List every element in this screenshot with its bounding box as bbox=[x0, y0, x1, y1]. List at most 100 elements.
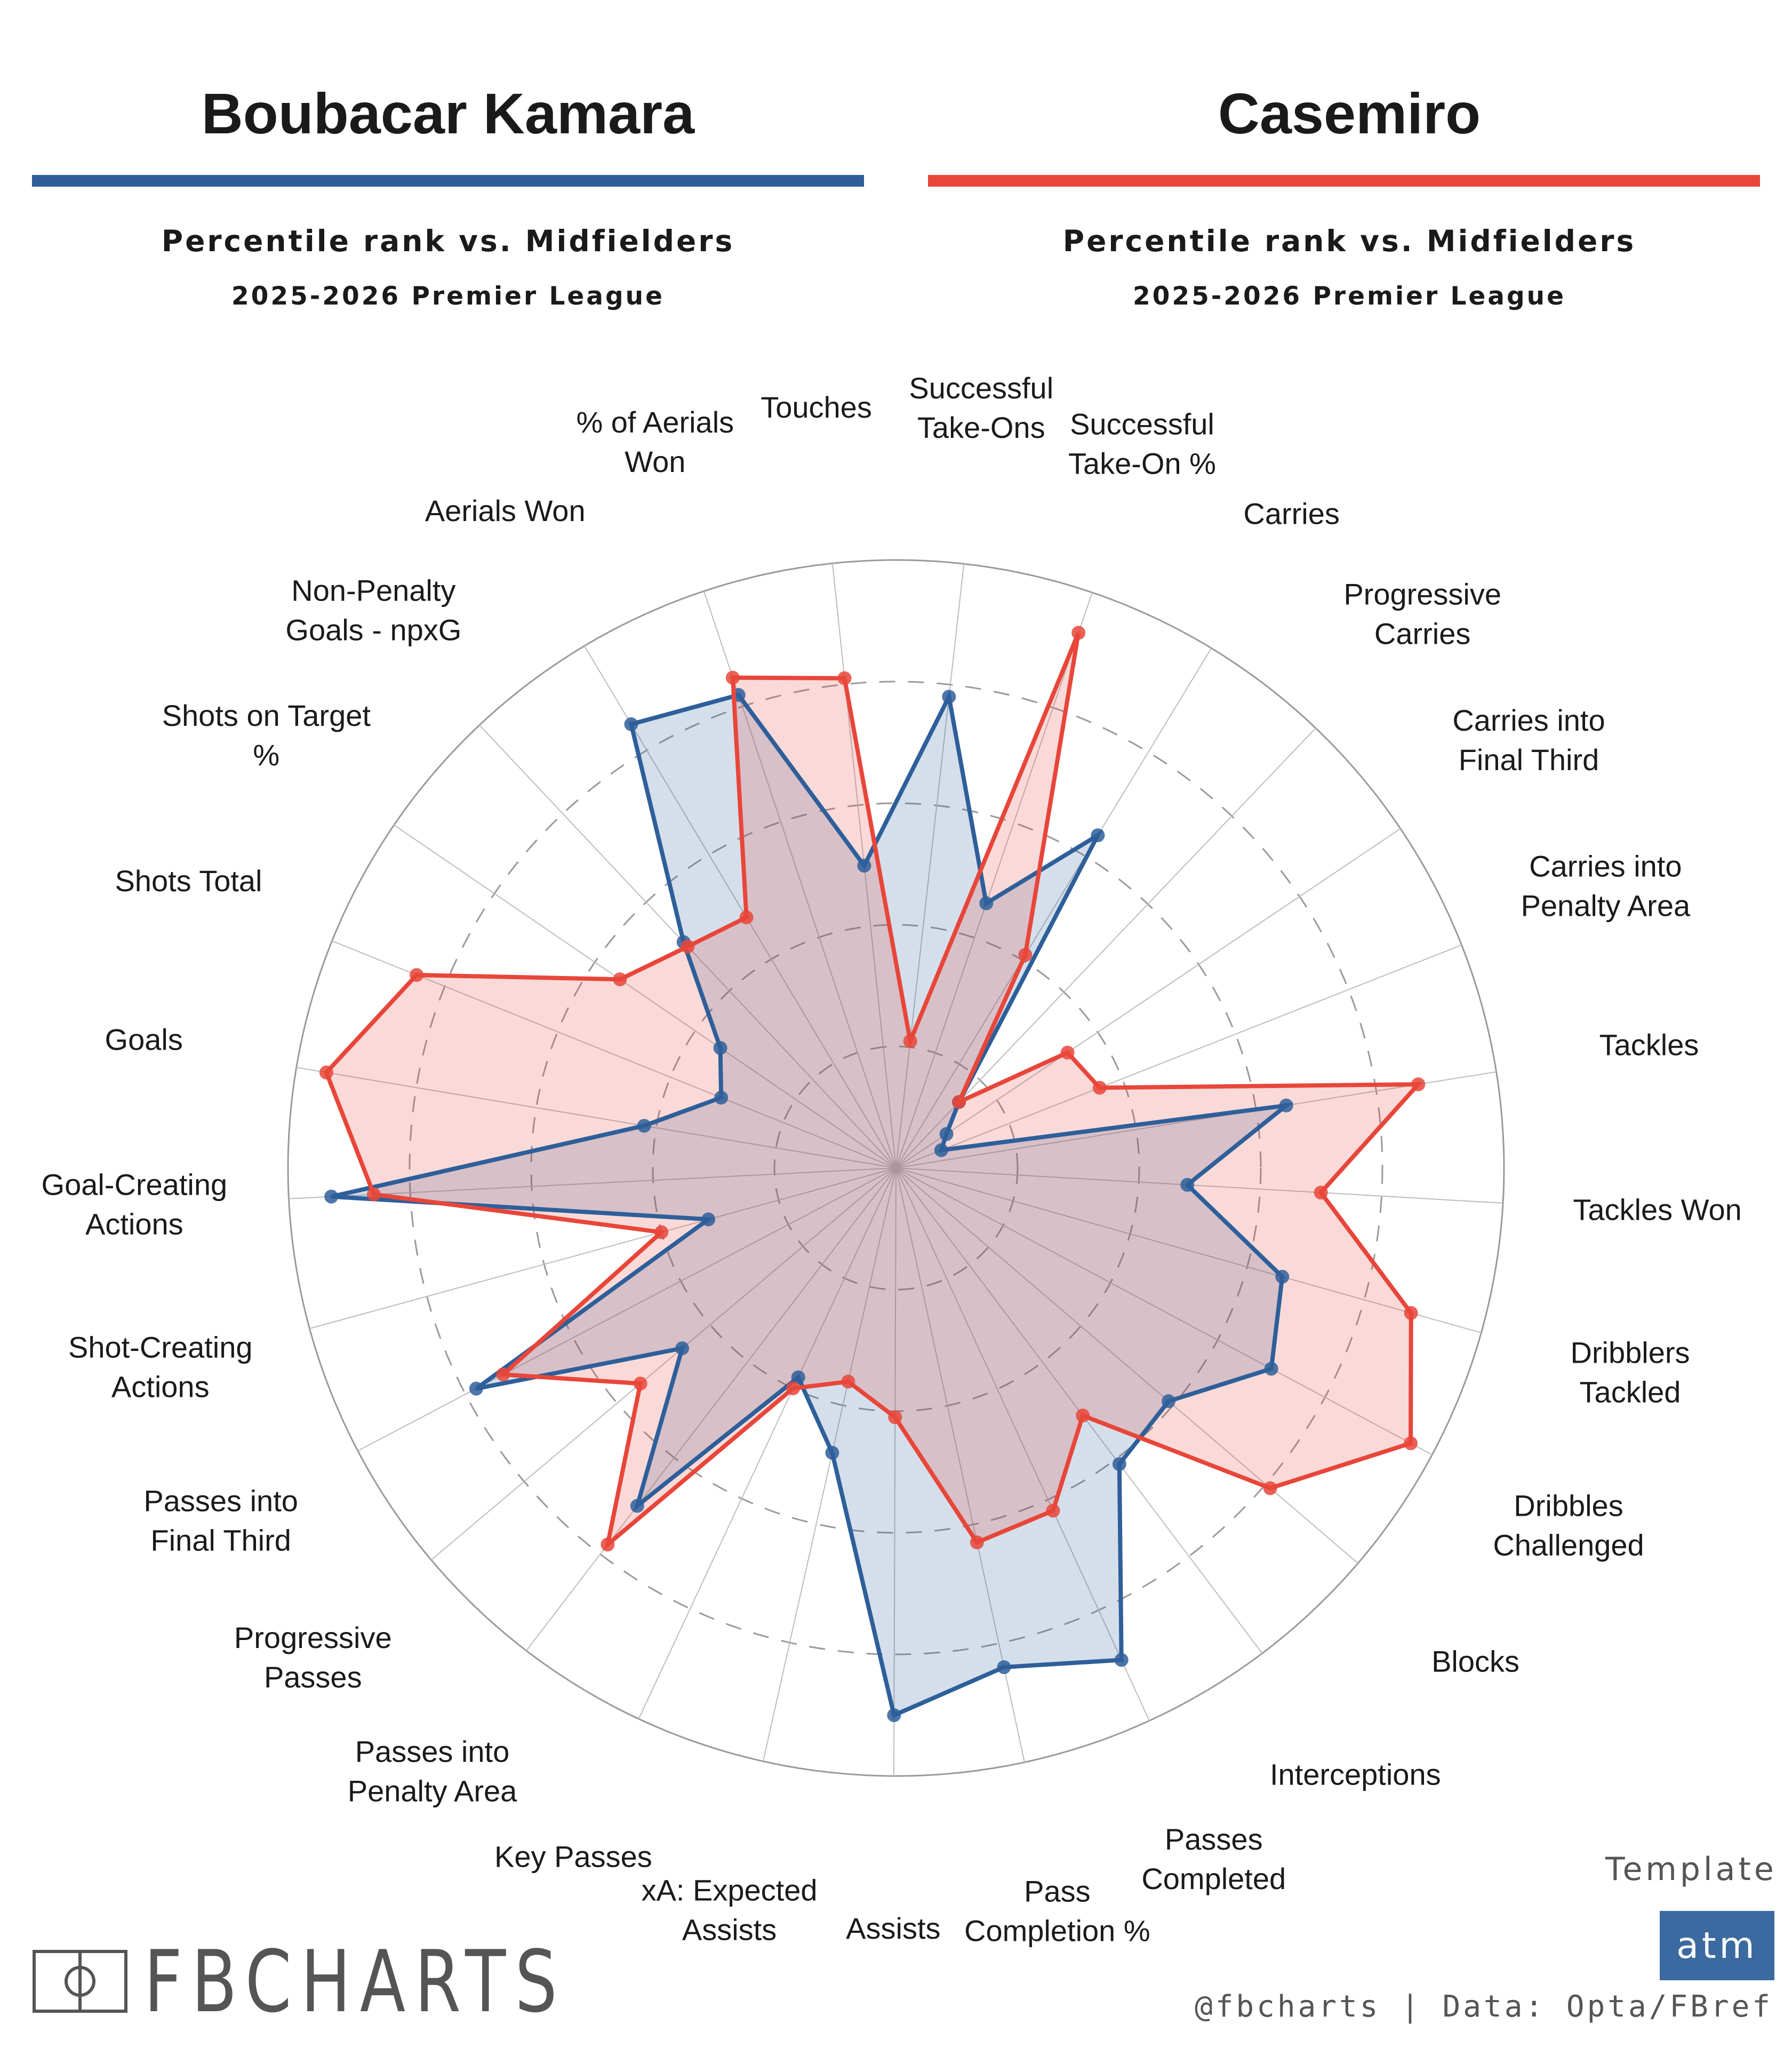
axis-label: Passes Completed bbox=[1141, 1822, 1286, 1895]
player1-subtitle: Percentile rank vs. Midfielders bbox=[161, 224, 735, 258]
template-badge: atm bbox=[1660, 1911, 1774, 1980]
axis-label: Pass Completion % bbox=[964, 1874, 1150, 1947]
data-point-1 bbox=[1279, 1098, 1293, 1113]
spoke bbox=[895, 727, 1316, 1169]
data-point-2 bbox=[1314, 1186, 1328, 1200]
player2-name: Casemiro bbox=[1218, 81, 1481, 146]
grid-ring-60 bbox=[530, 802, 1262, 1534]
spoke bbox=[895, 944, 1462, 1169]
data-point-2 bbox=[1071, 626, 1086, 640]
axis-labels: Touches Successful Take-Ons Successful Take-… bbox=[42, 371, 1742, 1948]
spoke bbox=[895, 1167, 1482, 1333]
spoke bbox=[895, 647, 1212, 1169]
data-point-2 bbox=[366, 1187, 381, 1202]
spoke bbox=[296, 1067, 897, 1169]
data-point-2 bbox=[1404, 1306, 1418, 1320]
series-fill-1 bbox=[331, 695, 1286, 1715]
radar-grid bbox=[287, 559, 1505, 1777]
data-point-2 bbox=[1046, 1503, 1060, 1518]
data-point-1 bbox=[857, 859, 871, 873]
data-point-1 bbox=[714, 1091, 729, 1105]
brand-logo: FBCHARTS bbox=[32, 1932, 685, 2031]
spoke bbox=[289, 1167, 897, 1199]
data-point-2 bbox=[1411, 1077, 1426, 1092]
spoke bbox=[332, 940, 897, 1169]
series-line-2 bbox=[324, 631, 1423, 1550]
radar-series bbox=[319, 626, 1426, 1722]
axis-label: Non-Penalty Goals - npxG bbox=[285, 573, 461, 646]
player1-color-bar bbox=[32, 175, 864, 187]
data-point-2 bbox=[601, 1537, 615, 1551]
axis-label: Goal-Creating Actions bbox=[42, 1167, 228, 1241]
axis-label: Successful Take-Ons bbox=[909, 371, 1053, 444]
axis-label: Successful Take-On % bbox=[1068, 407, 1216, 480]
axis-label: Carries bbox=[1243, 497, 1339, 530]
data-point-1 bbox=[887, 1708, 901, 1722]
player2-color-bar bbox=[928, 175, 1760, 187]
player1-name: Boubacar Kamara bbox=[201, 81, 695, 146]
data-point-2 bbox=[841, 1374, 855, 1389]
data-point-2 bbox=[786, 1381, 801, 1396]
data-point-1 bbox=[713, 1041, 727, 1055]
data-point-1 bbox=[701, 1212, 716, 1227]
data-point-2 bbox=[1404, 1436, 1418, 1451]
data-point-1 bbox=[939, 1127, 954, 1141]
axis-label: xA: Expected Assists bbox=[642, 1873, 818, 1946]
spoke bbox=[430, 1167, 897, 1561]
axis-label: Blocks bbox=[1431, 1644, 1519, 1678]
data-point-1 bbox=[997, 1660, 1011, 1674]
axis-label: Passes into Final Third bbox=[143, 1484, 298, 1557]
spoke bbox=[703, 591, 897, 1169]
axis-label: Shots Total bbox=[115, 864, 262, 898]
spoke bbox=[895, 1167, 1358, 1564]
data-point-1 bbox=[1112, 1457, 1126, 1471]
axis-label: Passes into Penalty Area bbox=[348, 1734, 517, 1807]
axis-label: Shot-Creating Actions bbox=[68, 1330, 253, 1403]
grid-ring-80 bbox=[409, 681, 1383, 1655]
data-point-2 bbox=[633, 1377, 647, 1391]
axis-label: Tackles Won bbox=[1573, 1193, 1741, 1226]
spoke bbox=[309, 1167, 897, 1329]
data-point-1 bbox=[1091, 828, 1105, 843]
data-point-2 bbox=[725, 670, 740, 685]
data-point-2 bbox=[903, 1034, 917, 1049]
axis-label: Assists bbox=[846, 1911, 940, 1945]
spoke bbox=[638, 1167, 897, 1719]
data-point-2 bbox=[888, 1410, 902, 1425]
data-point-1 bbox=[624, 717, 638, 731]
spoke bbox=[893, 1167, 897, 1776]
spoke bbox=[357, 1167, 897, 1452]
data-point-1 bbox=[942, 690, 956, 704]
data-point-1 bbox=[1162, 1394, 1176, 1409]
data-point-2 bbox=[1076, 1409, 1090, 1423]
spoke bbox=[895, 1071, 1497, 1169]
spoke bbox=[895, 1167, 1503, 1204]
axis-label: % of Aerials Won bbox=[576, 405, 734, 478]
axis-label: Carries into Final Third bbox=[1452, 703, 1605, 777]
data-point-1 bbox=[1264, 1362, 1278, 1376]
data-point-2 bbox=[1018, 948, 1033, 962]
data-point-1 bbox=[469, 1381, 483, 1396]
data-point-2 bbox=[681, 939, 695, 954]
spoke bbox=[895, 592, 1093, 1169]
data-point-2 bbox=[496, 1367, 510, 1382]
data-point-2 bbox=[970, 1535, 984, 1549]
data-point-2 bbox=[1060, 1045, 1075, 1060]
spoke bbox=[895, 1167, 1150, 1721]
data-point-2 bbox=[739, 910, 754, 925]
axis-label: Interceptions bbox=[1270, 1757, 1441, 1791]
data-point-2 bbox=[1263, 1481, 1277, 1495]
data-point-1 bbox=[637, 1118, 651, 1133]
data-point-1 bbox=[934, 1143, 948, 1157]
spoke bbox=[583, 645, 897, 1169]
data-point-1 bbox=[825, 1445, 839, 1460]
axis-label: Aerials Won bbox=[425, 494, 586, 527]
spoke bbox=[895, 564, 965, 1169]
data-point-2 bbox=[837, 671, 852, 685]
spoke bbox=[762, 1167, 897, 1762]
data-point-1 bbox=[1180, 1178, 1195, 1192]
player2-subtitle: Percentile rank vs. Midfielders bbox=[1062, 224, 1636, 258]
axis-label: Progressive Carries bbox=[1343, 577, 1501, 650]
template-label: Template bbox=[1605, 1851, 1777, 1888]
